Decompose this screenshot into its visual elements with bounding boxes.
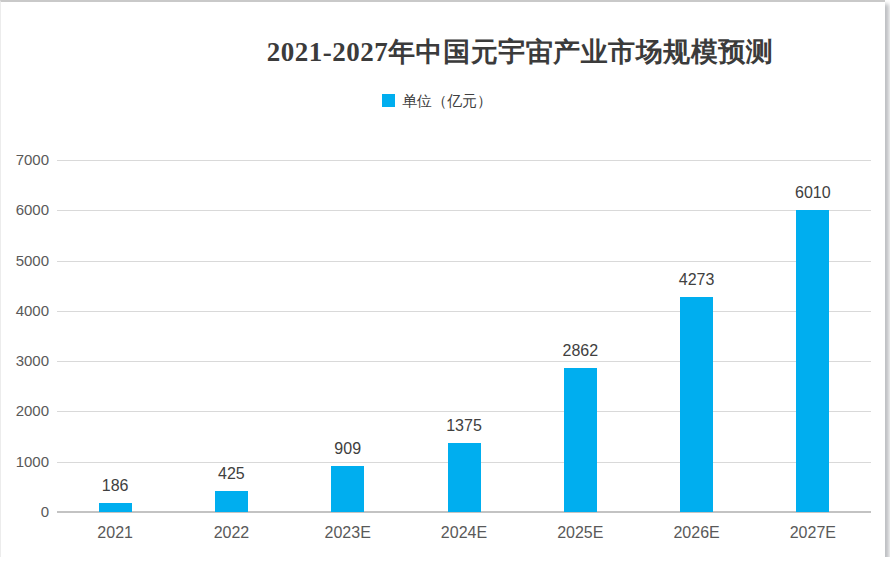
y-axis-tick-label: 3000: [0, 352, 49, 370]
chart-card: 2021-2027年中国元宇宙产业市场规模预测 单位（亿元） 010002000…: [0, 0, 885, 557]
legend-swatch-icon: [382, 94, 395, 107]
chart-title: 2021-2027年中国元宇宙产业市场规模预测: [267, 34, 774, 70]
legend: 单位（亿元）: [382, 93, 492, 108]
y-axis-tick-label: 2000: [0, 402, 49, 420]
bar-2027E: [796, 210, 829, 512]
bar-2026E: [680, 297, 713, 512]
y-axis-tick-label: 4000: [0, 302, 49, 320]
bar-2023E: [331, 466, 364, 512]
gridline: [57, 210, 871, 211]
bar-value-label: 4273: [679, 271, 715, 289]
gridline: [57, 411, 871, 412]
bar-2025E: [564, 368, 597, 512]
legend-label: 单位（亿元）: [402, 93, 492, 108]
x-axis-tick-label: 2025E: [557, 524, 603, 542]
bar-2024E: [448, 443, 481, 512]
x-axis-tick-label: 2024E: [441, 524, 487, 542]
y-axis-tick-label: 1000: [0, 453, 49, 471]
x-axis-tick-label: 2021: [97, 524, 133, 542]
gridline: [57, 311, 871, 312]
x-axis-tick-label: 2026E: [673, 524, 719, 542]
gridline: [57, 361, 871, 362]
y-axis-tick-label: 0: [0, 503, 49, 521]
bar-2022: [215, 491, 248, 512]
y-axis-tick-label: 7000: [0, 151, 49, 169]
x-axis-tick-label: 2023E: [325, 524, 371, 542]
x-axis-tick-label: 2027E: [790, 524, 836, 542]
bar-value-label: 909: [334, 440, 361, 458]
bar-value-label: 425: [218, 465, 245, 483]
gridline: [57, 261, 871, 262]
bar-2021: [99, 503, 132, 512]
gridline: [57, 160, 871, 161]
bar-value-label: 1375: [446, 417, 482, 435]
bar-value-label: 6010: [795, 184, 831, 202]
bar-value-label: 2862: [562, 342, 598, 360]
y-axis-tick-label: 5000: [0, 252, 49, 270]
plot-area: 0100020003000400050006000700018620214252…: [57, 160, 871, 512]
x-axis-tick-label: 2022: [214, 524, 250, 542]
y-axis-tick-label: 6000: [0, 201, 49, 219]
bar-value-label: 186: [102, 477, 129, 495]
